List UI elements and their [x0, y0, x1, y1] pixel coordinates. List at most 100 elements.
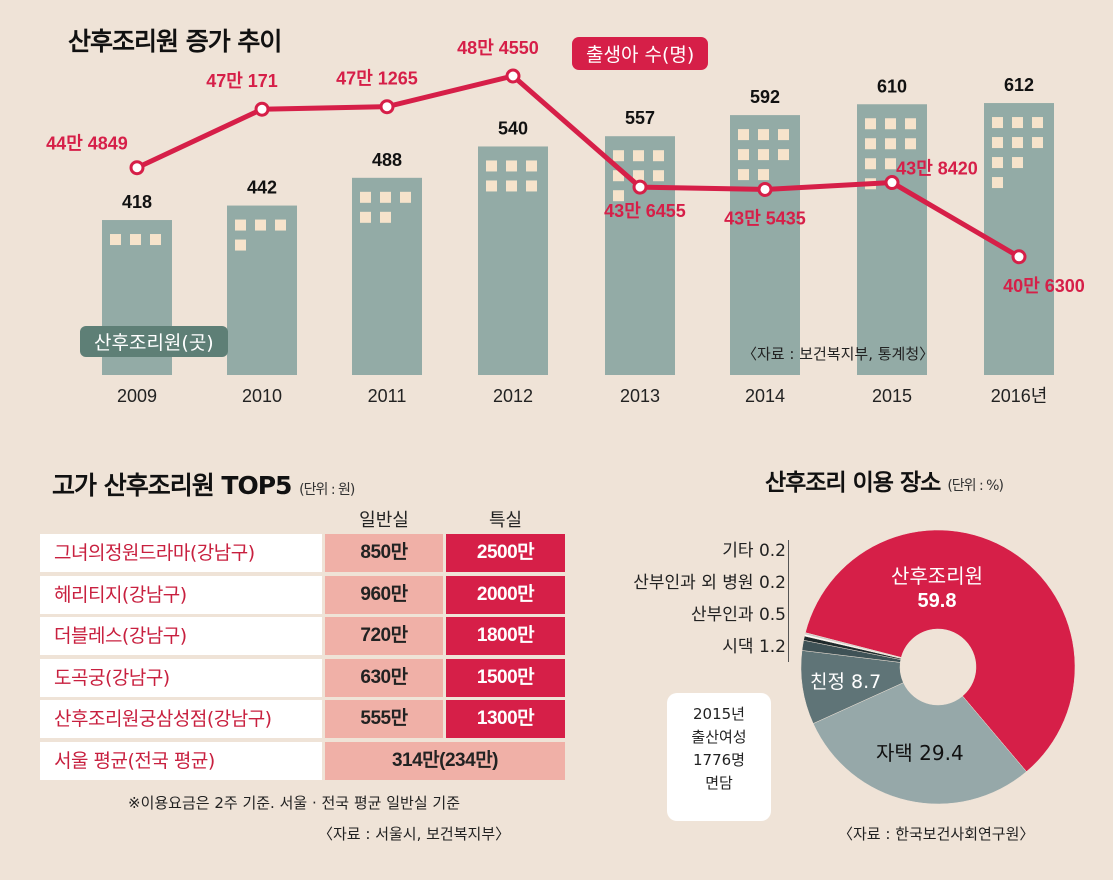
bar-window [778, 149, 789, 161]
bar-value-label: 592 [750, 87, 780, 107]
birth-point [379, 99, 395, 115]
bar-window [633, 170, 644, 182]
survey-method: 면담 [705, 774, 733, 792]
bar-value-label: 488 [372, 150, 402, 170]
pie-slice-산후조리원 [805, 529, 1076, 772]
bar-window [526, 180, 537, 192]
birth-label: 43만 5435 [724, 208, 806, 228]
year-label: 2016년 [991, 386, 1048, 406]
table-title: 고가 산후조리원 TOP5 (단위 : 원) [52, 466, 355, 502]
bar-window [380, 211, 391, 223]
year-label: 2009 [117, 386, 157, 406]
bar-window [758, 149, 769, 161]
bar-window [992, 117, 1003, 129]
source-table: 〈자료 : 서울시, 보건복지부〉 [318, 825, 511, 843]
bar-window [1012, 137, 1023, 149]
average-value: 314만(234만) [325, 742, 565, 780]
bar-window [526, 160, 537, 172]
survey-count: 1776명 [693, 751, 745, 769]
bar-value-label: 610 [877, 76, 907, 96]
table-cell-name: 그녀의정원드라마(강남구) [40, 534, 322, 572]
bar-line-chart: 418 2009 442 2010 488 2011 540 2012 557 2013 592 20… [46, 38, 1085, 406]
table-cell-general: 960만 [325, 575, 443, 614]
bar-window [738, 149, 749, 161]
table-cell-name: 더블레스(강남구) [40, 617, 322, 656]
bar-value-label: 418 [122, 192, 152, 212]
column-header-general: 일반실 [359, 510, 409, 531]
bar-window [653, 150, 664, 162]
bar-window [380, 191, 391, 203]
bar-window [1012, 117, 1023, 129]
birth-label: 47만 171 [206, 71, 278, 91]
bar-value-label: 540 [498, 118, 528, 138]
bar-window [885, 118, 896, 130]
bar-window [506, 160, 517, 172]
bar-window [1032, 117, 1043, 129]
year-label: 2013 [620, 386, 660, 406]
bar-window [150, 234, 161, 246]
label-in-laws: 시댁 1.2 [722, 637, 786, 657]
bar-window [992, 177, 1003, 189]
table-note: ※이용요금은 2주 기준. 서울 · 전국 평균 일반실 기준 [128, 794, 460, 812]
birth-point [884, 175, 900, 191]
pie-slice-기타 [804, 632, 902, 659]
bar-window [865, 118, 876, 130]
label-obgyn: 산부인과 0.5 [691, 605, 786, 625]
bar-2010 [227, 205, 297, 375]
source-pie: 〈자료 : 한국보건사회연구원〉 [838, 825, 1035, 843]
survey-note-box: 2015년 출산여성 1776명 면담 [667, 693, 771, 821]
table-title-text: 고가 산후조리원 TOP5 [52, 471, 292, 500]
table-cell-name: 도곡궁(강남구) [40, 658, 322, 697]
table-cell-special: 1300만 [446, 700, 565, 739]
bar-window [905, 118, 916, 130]
bar-window [633, 150, 644, 162]
chart-title: 산후조리원 증가 추이 [68, 27, 282, 56]
table-cell-special: 1500만 [446, 658, 565, 697]
birth-point [757, 181, 773, 197]
pie-title: 산후조리 이용 장소 (단위 : %) [765, 463, 1004, 497]
table-cell-general: 630만 [325, 658, 443, 697]
label-bracket [788, 540, 789, 662]
birth-point [1011, 249, 1027, 265]
bar-window [613, 170, 624, 182]
pie-title-text: 산후조리 이용 장소 [765, 470, 941, 496]
year-label: 2014 [745, 386, 785, 406]
bar-2011 [352, 177, 422, 375]
table-cell-special: 1800만 [446, 617, 565, 656]
bar-window [613, 190, 624, 202]
bar-window [653, 170, 664, 182]
birth-point [129, 160, 145, 176]
survey-subject: 출산여성 [691, 728, 747, 746]
birth-point [632, 179, 648, 195]
birth-point [254, 101, 270, 117]
label-other-hospital: 산부인과 외 병원 0.2 [633, 573, 786, 593]
bar-legend: 산후조리원(곳) [80, 326, 228, 357]
birth-label: 43만 6455 [604, 201, 686, 221]
table-cell-general: 720만 [325, 617, 443, 656]
pie-main-name: 산후조리원 [891, 564, 983, 588]
pie-main-value: 59.8 [917, 590, 957, 612]
bar-window [235, 219, 246, 231]
bar-window [778, 129, 789, 141]
bar-window [885, 158, 896, 170]
bar-window [992, 157, 1003, 169]
bar-window [738, 169, 749, 181]
bar-window [992, 137, 1003, 149]
bar-window [110, 234, 121, 246]
bar-window [360, 191, 371, 203]
small-labels: 기타 0.2 산부인과 외 병원 0.2 산부인과 0.5 시댁 1.2 [586, 535, 786, 663]
year-label: 2011 [368, 386, 407, 406]
bar-2015 [857, 104, 927, 376]
birth-label: 48만 4550 [457, 38, 539, 58]
bar-window [400, 191, 411, 203]
birth-label: 43만 8420 [896, 159, 978, 179]
bar-window [506, 180, 517, 192]
column-header-special: 특실 [488, 510, 523, 531]
year-label: 2015 [872, 386, 912, 406]
year-label: 2010 [242, 386, 282, 406]
bar-window [738, 129, 749, 141]
table-cell-name: 산후조리원궁삼성점(강남구) [40, 700, 322, 739]
bar-window [865, 138, 876, 150]
label-etc: 기타 0.2 [722, 541, 786, 561]
birth-line [135, 73, 1021, 259]
